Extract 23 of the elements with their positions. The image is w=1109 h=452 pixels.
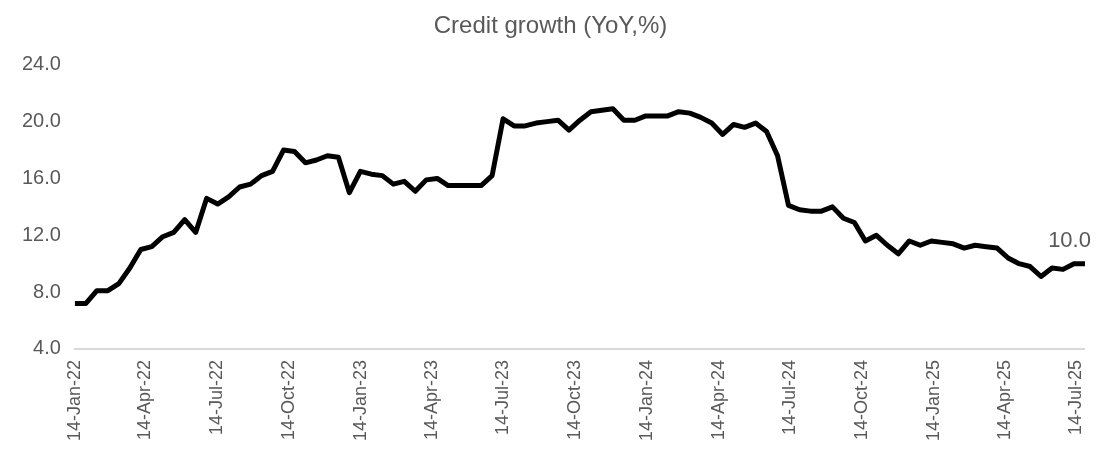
x-tick-label: 14-Jul-22	[205, 359, 226, 435]
y-tick-label: 12.0	[21, 222, 61, 245]
y-tick-label: 20.0	[21, 109, 61, 132]
x-tick-label: 14-Jul-23	[492, 359, 513, 435]
x-tick-label: 14-Jan-22	[63, 359, 84, 442]
y-tick-label: 24.0	[21, 52, 61, 75]
chart-title: Credit growth (YoY,%)	[433, 11, 668, 39]
x-tick-label: 14-Apr-22	[134, 359, 155, 440]
x-tick-label: 14-Jan-24	[636, 359, 657, 442]
x-tick-label: 14-Jan-23	[350, 359, 371, 442]
x-tick-label: 14-Jul-24	[779, 359, 800, 435]
x-tick-label: 14-Apr-23	[420, 359, 441, 440]
x-tick-label: 14-Oct-23	[564, 359, 585, 440]
y-tick-label: 8.0	[33, 279, 61, 302]
x-tick-label: 14-Oct-22	[277, 359, 298, 440]
x-tick-label: 14-Oct-24	[851, 359, 872, 440]
y-tick-label: 4.0	[33, 336, 61, 359]
data-label: 10.0	[1048, 226, 1091, 252]
x-tick-label: 14-Apr-25	[993, 359, 1014, 440]
x-tick-label: 14-Apr-24	[707, 359, 728, 440]
x-tick-label: 14-Jan-25	[923, 359, 944, 442]
y-tick-label: 16.0	[21, 165, 61, 188]
x-tick-label: 14-Jul-25	[1065, 359, 1086, 435]
